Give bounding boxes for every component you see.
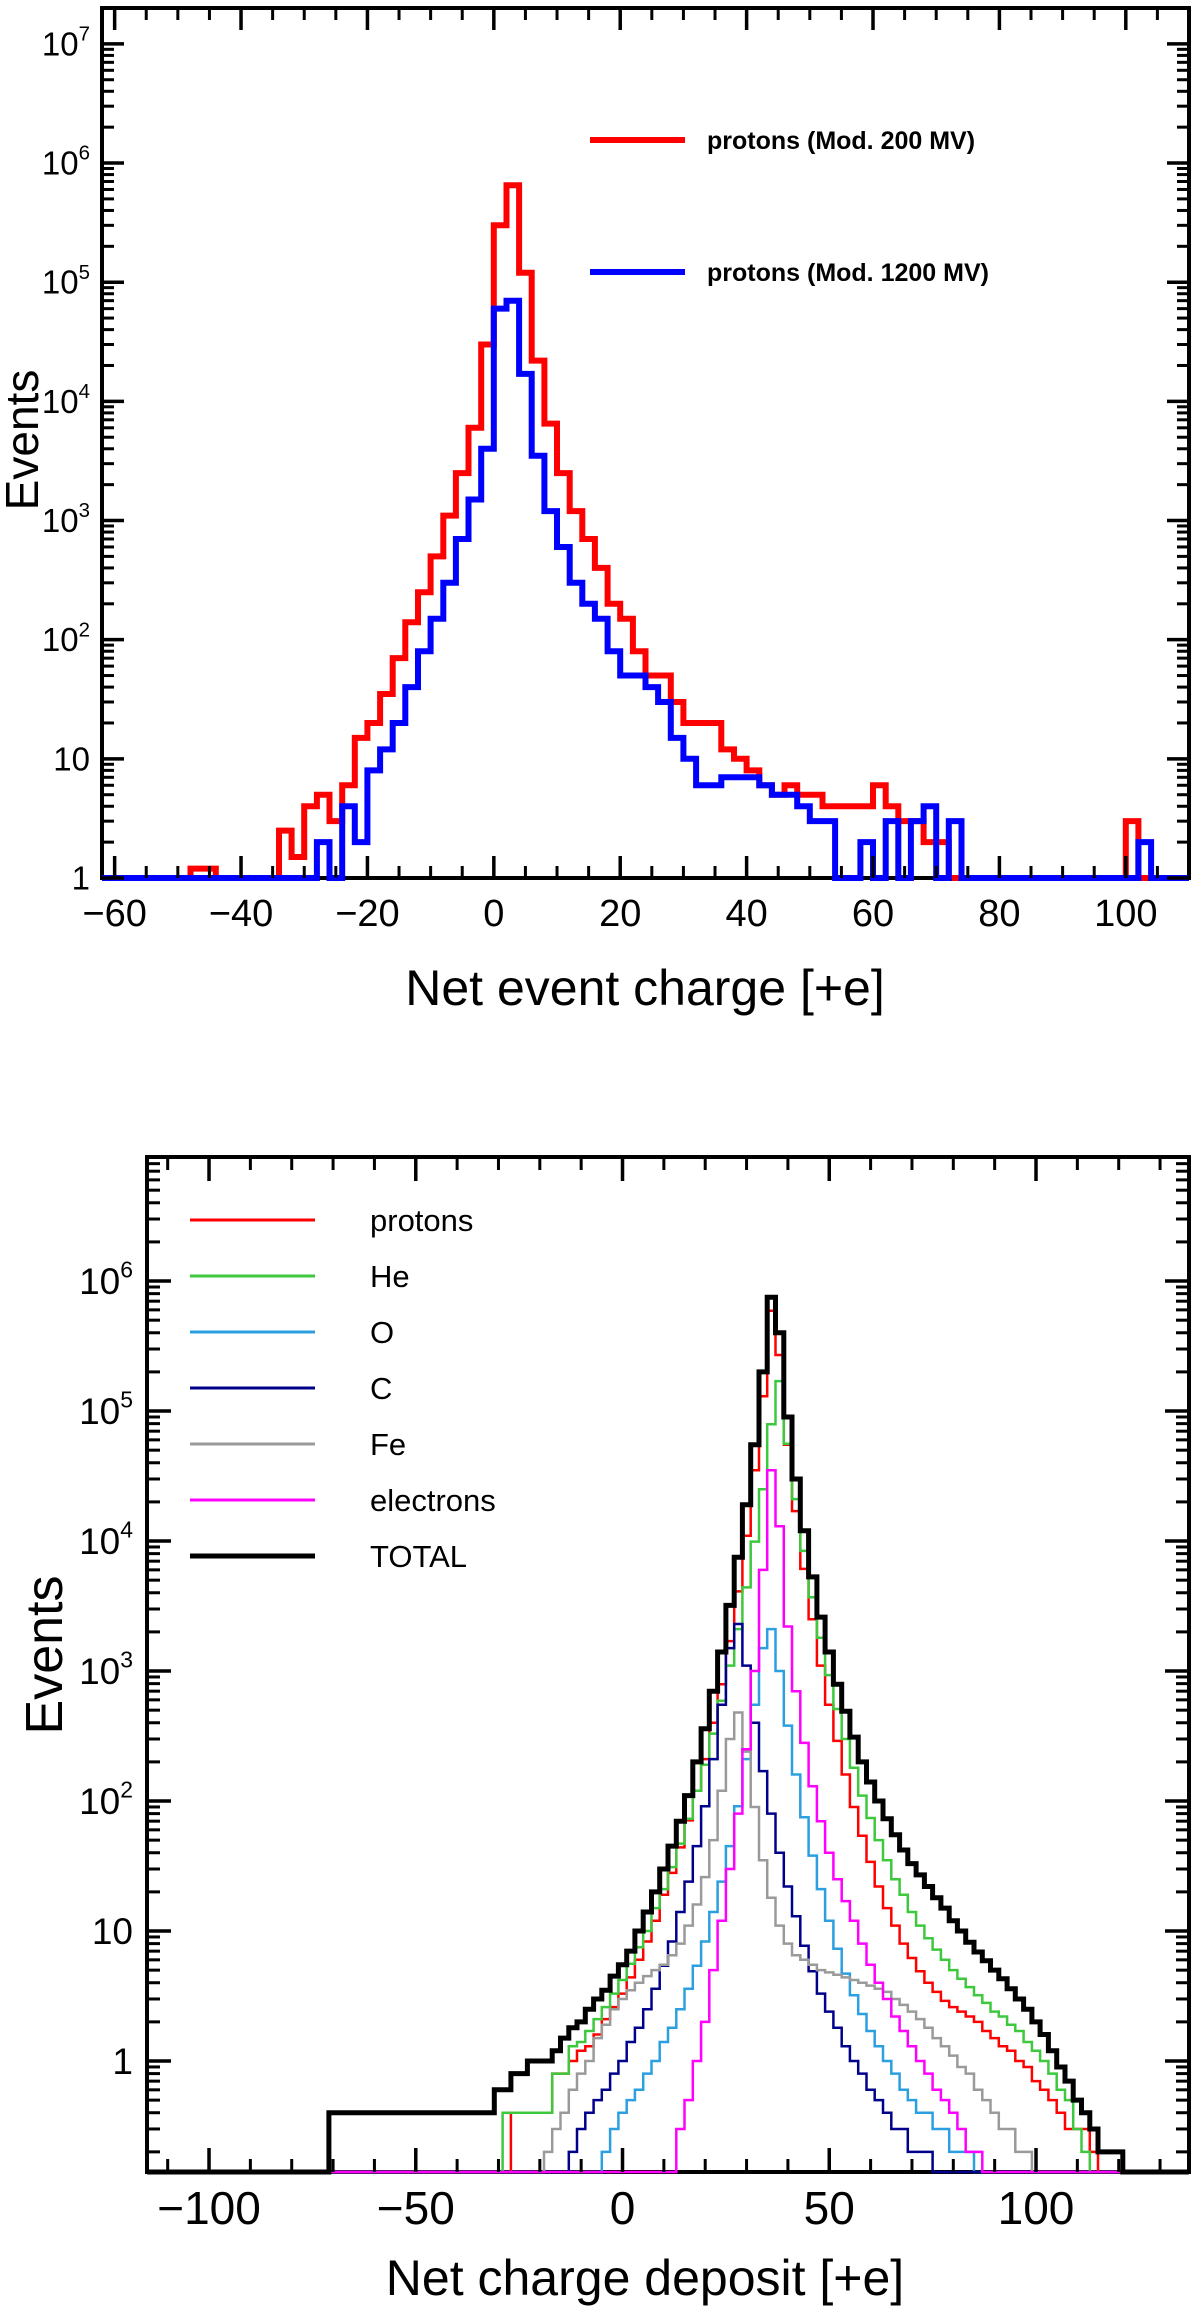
x-tick-label: 60 [852, 893, 894, 935]
y-axis-ticks: 1 10 102 103 104 105 106 [79, 1155, 1189, 2154]
y-tick-label: 103 [42, 499, 90, 539]
y-tick-label: 106 [42, 142, 90, 182]
chart-net-event-charge: −60 −40 −20 0 20 40 60 80 100 1 10 102 103 104 105 106… [0, 6, 1191, 1016]
x-tick-label: −40 [209, 893, 273, 935]
plot-frame [100, 6, 1191, 880]
legend: protons He OC Fe electrons TOTAL [190, 1203, 496, 1574]
y-axis-label: Events [16, 1576, 74, 1735]
legend: protons (Mod. 200 MV) protons (Mod. 1200… [590, 127, 989, 287]
series-line [147, 1469, 1189, 2174]
series-line [147, 1627, 1189, 2174]
legend-label: He [370, 1259, 410, 1294]
y-tick-label: 10 [92, 1911, 133, 1952]
y-tick-label: 10 [53, 740, 90, 777]
x-axis-label: Net event charge [+e] [405, 960, 884, 1016]
y-tick-label: 103 [79, 1646, 133, 1692]
y-tick-label: 107 [42, 23, 90, 63]
legend-label-protons-200: protons (Mod. 200 MV) [707, 127, 975, 155]
y-tick-label: 1 [72, 860, 90, 897]
y-tick-label: 104 [42, 380, 90, 420]
y-tick-label: 105 [42, 261, 90, 301]
legend-label: C [370, 1371, 392, 1406]
x-tick-label: −20 [335, 893, 399, 935]
x-tick-label: −50 [377, 2182, 455, 2234]
legend-label-protons-1200: protons (Mod. 1200 MV) [707, 259, 989, 287]
series-line [147, 1622, 1189, 2174]
x-tick-label: 0 [610, 2182, 636, 2234]
x-axis-label: Net charge deposit [+e] [386, 2250, 904, 2306]
x-axis-ticks: −100 −50 0 50 100 [157, 1157, 1162, 2234]
series-line [102, 182, 1189, 881]
x-tick-label: 80 [978, 893, 1020, 935]
y-tick-label: 1 [112, 2041, 133, 2082]
data-series [102, 182, 1189, 881]
x-tick-label: 100 [1094, 893, 1157, 935]
data-series [147, 1294, 1189, 2175]
y-tick-label: 102 [79, 1776, 133, 1822]
chart-net-charge-deposit: −100 −50 0 50 100 1 10 102 103 104 105 106 Net cha… [16, 1155, 1191, 2306]
legend-label: electrons [370, 1483, 496, 1518]
x-tick-label: 100 [998, 2182, 1075, 2234]
series-line [147, 1294, 1189, 2175]
x-tick-label: 20 [599, 893, 641, 935]
y-tick-label: 105 [79, 1386, 133, 1432]
x-tick-label: −60 [82, 893, 146, 935]
series-line [102, 297, 1189, 881]
legend-label: TOTAL [370, 1539, 467, 1574]
legend-label: Fe [370, 1427, 406, 1462]
y-tick-label: 106 [79, 1256, 133, 1302]
legend-label: protons [370, 1203, 473, 1238]
y-tick-label: 102 [42, 618, 90, 658]
x-tick-label: 50 [804, 2182, 855, 2234]
y-axis-ticks: 1 10 102 103 104 105 106 107 [42, 6, 1189, 897]
y-tick-label: 104 [79, 1516, 133, 1562]
legend-label: O [370, 1315, 394, 1350]
x-axis-ticks: −60 −40 −20 0 20 40 60 80 100 [82, 8, 1191, 935]
x-tick-label: 0 [483, 893, 504, 935]
x-tick-label: 40 [725, 893, 767, 935]
x-tick-label: −100 [157, 2182, 261, 2234]
y-axis-label: Events [0, 370, 48, 511]
